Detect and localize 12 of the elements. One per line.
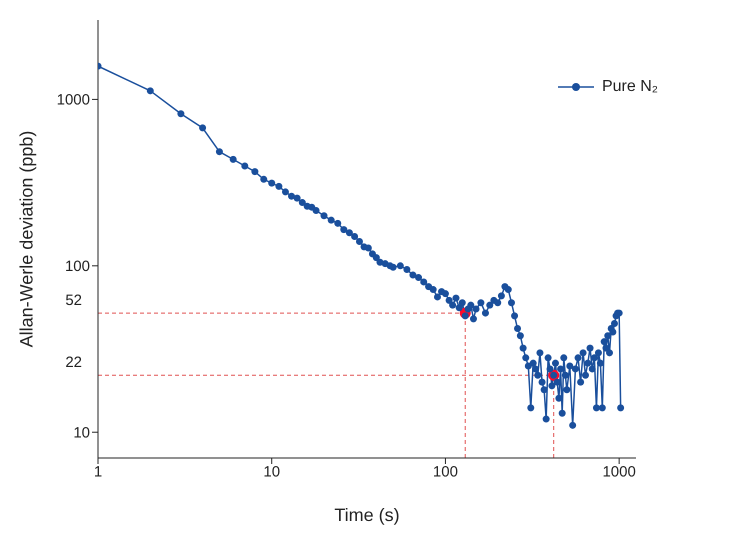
legend-label: Pure N₂ (602, 78, 658, 96)
x-tick-label: 1000 (602, 464, 636, 481)
ref-line-label: 22 (65, 354, 82, 372)
ref-line-label: 52 (65, 292, 82, 310)
y-tick-label: 100 (64, 258, 90, 276)
x-tick-label: 10 (263, 464, 280, 481)
x-axis-title: Time (s) (334, 504, 400, 525)
y-tick-label: 1000 (56, 92, 90, 109)
y-tick-label: 10 (73, 424, 90, 442)
x-tick-label: 1 (94, 464, 102, 481)
y-axis-title: Allan-Werle deviation (ppb) (16, 130, 36, 348)
x-tick-label: 100 (432, 464, 458, 481)
